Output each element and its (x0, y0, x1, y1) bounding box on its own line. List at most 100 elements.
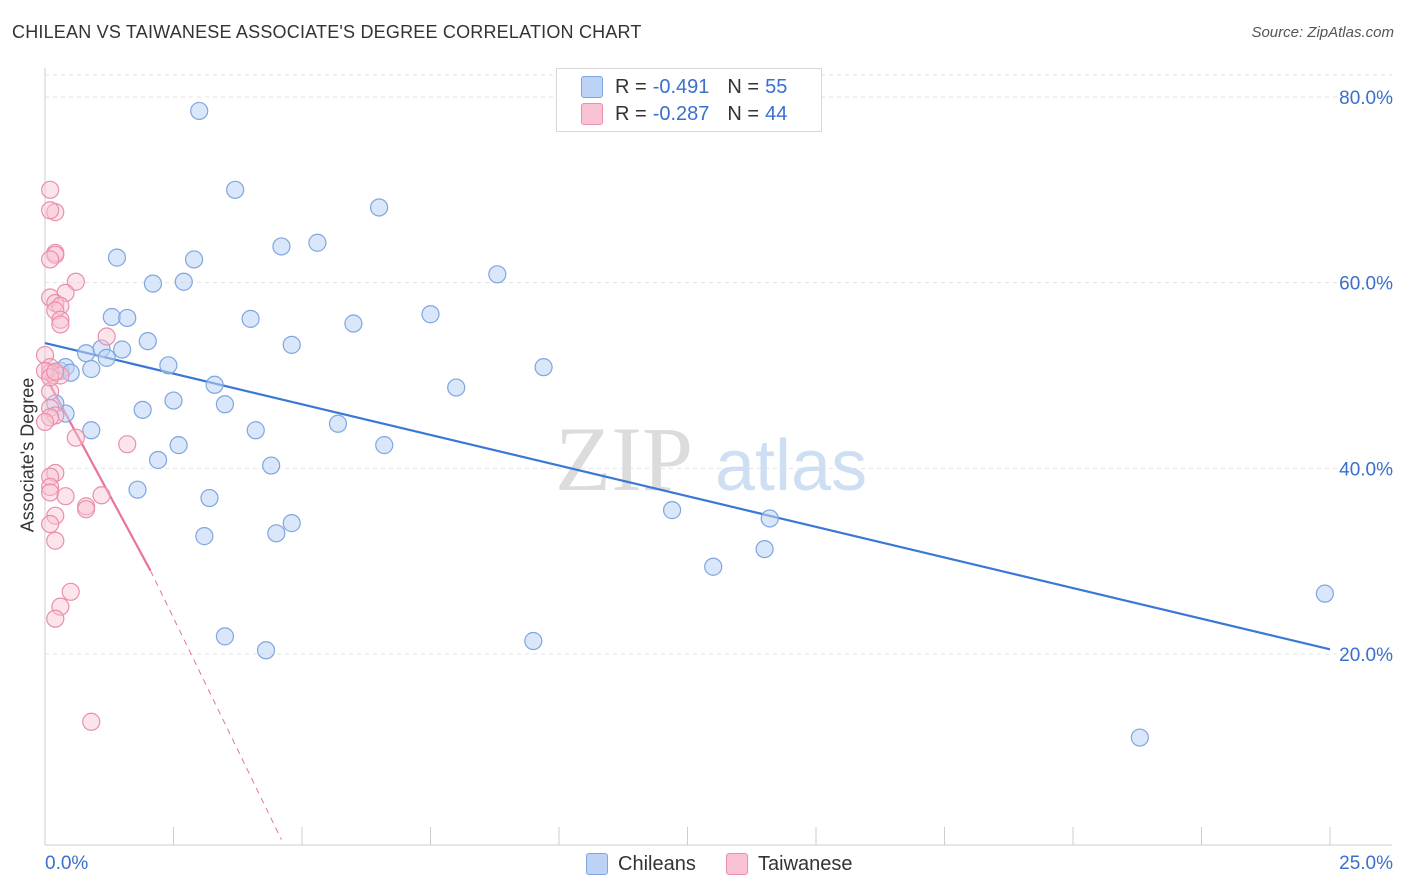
taiwanese-point (41, 180, 60, 199)
chileans-point (524, 631, 543, 651)
taiwanese-point (97, 327, 116, 346)
taiwanese-point (118, 435, 137, 454)
chileans-point (215, 627, 234, 646)
y-tick-label: 60.0% (1339, 274, 1393, 295)
axes (44, 68, 1392, 846)
chileans-point (241, 309, 260, 328)
chileans-point (143, 274, 163, 293)
chileans-point (174, 272, 193, 291)
chileans-point (190, 101, 209, 121)
watermark-zip: ZIP (555, 408, 693, 510)
chileans-point (82, 359, 101, 379)
r-value-taiwanese: -0.287 (652, 102, 710, 125)
n-label: N = (727, 75, 760, 98)
data-points (35, 101, 1334, 747)
watermark: ZIP atlas (555, 408, 867, 510)
r-label: R = (615, 75, 647, 98)
taiwanese-point (46, 362, 65, 381)
taiwanese-point (66, 428, 85, 447)
chileans-point (1130, 728, 1149, 747)
taiwanese-point (46, 301, 65, 320)
chileans-point (82, 421, 101, 440)
taiwanese-point (51, 315, 70, 334)
chart-title: CHILEAN VS TAIWANESE ASSOCIATE'S DEGREE … (12, 22, 642, 42)
chileans-point (344, 314, 363, 333)
chileans-swatch (586, 853, 608, 875)
x-tick-label-max: 25.0% (1339, 853, 1393, 874)
taiwanese-point (41, 250, 60, 269)
taiwanese-point (77, 500, 96, 519)
chileans-point (133, 400, 152, 419)
chileans-trendline (44, 341, 1331, 651)
taiwanese-point (35, 345, 55, 365)
chileans-point (375, 436, 394, 455)
n-value-chileans: 55 (765, 75, 788, 98)
y-tick-label: 80.0% (1339, 88, 1393, 109)
chileans-point (112, 340, 132, 359)
taiwanese-point (46, 293, 65, 313)
r-label: R = (615, 102, 647, 125)
taiwanese-point (41, 368, 60, 387)
chileans-point (370, 198, 389, 217)
chileans-point (169, 436, 188, 455)
chileans-point (534, 358, 553, 377)
taiwanese-point (46, 609, 65, 628)
taiwanese-point (51, 597, 70, 616)
chileans-point (1315, 584, 1334, 603)
chileans-point (262, 456, 281, 475)
chileans-point (138, 332, 157, 351)
chileans-point (77, 344, 96, 363)
chileans-point (282, 335, 301, 354)
chileans-point (97, 348, 116, 367)
taiwanese-point (51, 310, 70, 329)
chileans-point (267, 524, 286, 543)
chileans-point (102, 307, 121, 327)
chileans-point (328, 414, 348, 433)
y-tick-label: 20.0% (1339, 645, 1393, 666)
chileans-point (61, 363, 80, 382)
taiwanese-point (46, 531, 65, 550)
y-tick-label: 40.0% (1339, 459, 1393, 480)
taiwanese-point (61, 582, 80, 601)
chileans-point (272, 237, 291, 256)
chileans-point (200, 488, 219, 508)
bottom-legend-chileans-label: Chileans (618, 852, 696, 875)
chileans-point (164, 391, 183, 410)
bottom-legend-taiwanese-label: Taiwanese (758, 852, 853, 875)
source-label: Source: ZipAtlas.com (1251, 24, 1394, 41)
chileans-point (226, 180, 245, 199)
chileans-swatch (581, 76, 603, 98)
chileans-point (488, 265, 507, 284)
chileans-point (662, 501, 682, 520)
n-value-taiwanese: 44 (765, 102, 788, 125)
taiwanese-point (66, 272, 85, 291)
chileans-point (128, 480, 147, 499)
chileans-point (159, 356, 178, 375)
chileans-point (205, 375, 224, 394)
chileans-point (195, 527, 214, 546)
r-value-chileans: -0.491 (652, 75, 710, 98)
legend-row-chileans: R = -0.491 N = 55 (581, 75, 787, 99)
taiwanese-point (41, 514, 60, 534)
chileans-point (215, 395, 234, 414)
bottom-legend-taiwanese: Taiwanese (726, 852, 853, 876)
n-label: N = (727, 102, 760, 125)
chileans-point (760, 509, 779, 528)
taiwanese-point (82, 712, 101, 731)
chileans-point (148, 450, 168, 470)
y-axis-label: Associate's Degree (17, 377, 38, 533)
legend-row-taiwanese: R = -0.287 N = 44 (581, 102, 787, 126)
taiwanese-point (41, 467, 60, 486)
chileans-point (447, 378, 466, 397)
chileans-point (256, 641, 276, 660)
tick-labels: 20.0% 40.0% 60.0% 80.0% 0.0% 25.0% (45, 88, 1393, 874)
chileans-point (118, 308, 137, 328)
chileans-point (755, 539, 774, 559)
watermark-atlas: atlas (715, 426, 867, 506)
chileans-point (184, 250, 204, 269)
chileans-point (107, 248, 127, 267)
chileans-point (282, 514, 301, 533)
chileans-point (308, 233, 327, 252)
stats-legend: R = -0.491 N = 55 R = -0.287 N = 44 (556, 68, 822, 132)
